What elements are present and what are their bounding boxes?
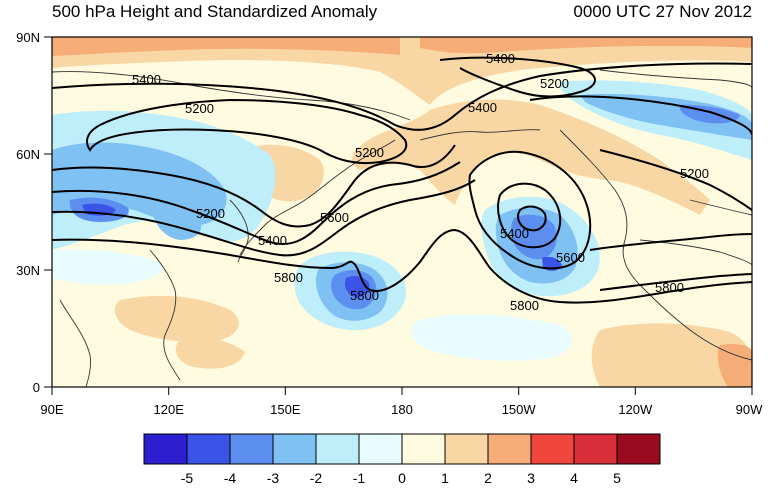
- coast-arctic-na: [599, 69, 752, 89]
- contour-label: 5400: [258, 233, 287, 248]
- contour-label: 5200: [196, 206, 225, 221]
- contour-label: 5800: [655, 280, 684, 295]
- colorbar-box: [574, 434, 617, 464]
- anomaly-south-warm-4: [717, 343, 752, 387]
- anomaly-mild-cool-2: [52, 249, 163, 285]
- lat-label: 30N: [16, 263, 40, 278]
- coast-east-asia: [239, 139, 396, 256]
- contour-5800-east: [599, 273, 752, 291]
- lon-label: 120E: [154, 402, 185, 417]
- contour-label: 5400: [468, 100, 497, 115]
- contour-5200-low2: [517, 205, 547, 232]
- colorbar-label: 3: [527, 470, 535, 486]
- coast-alaska: [419, 129, 541, 141]
- contour-labels: 5400 5200 5200 5200 5400 5600 5800 5800 …: [132, 51, 709, 313]
- contour-5800-south: [52, 228, 752, 304]
- coast-great-lakes: [689, 199, 752, 216]
- contour-label: 5800: [350, 288, 379, 303]
- contour-5200-mid: [52, 144, 456, 228]
- colorbar-label: 1: [441, 470, 449, 486]
- lat-label: 60N: [16, 147, 40, 162]
- contour-5400-mid: [52, 161, 461, 245]
- colorbar-label: -3: [267, 470, 280, 486]
- colorbar-label: 5: [613, 470, 621, 486]
- colorbar-label: -5: [181, 470, 194, 486]
- colorbar-box: [359, 434, 402, 464]
- colorbar-box: [402, 434, 445, 464]
- colorbar-box: [144, 434, 187, 464]
- lon-label: 120W: [618, 402, 653, 417]
- map-title: 500 hPa Height and Standardized Anomaly: [52, 2, 378, 21]
- contour-label: 5200: [680, 166, 709, 181]
- lat-label: 90N: [16, 30, 40, 45]
- colorbar-dividers: [186, 434, 618, 464]
- coast-se-asia: [149, 249, 181, 381]
- lat-label: 0: [33, 380, 40, 395]
- contour-label: 5600: [320, 210, 349, 225]
- coast-arctic-asia: [52, 71, 411, 121]
- coast-india: [59, 299, 91, 387]
- colorbar-label: -2: [310, 470, 323, 486]
- anomaly-polar-strong-east: [420, 37, 752, 54]
- contour-5400-north: [52, 62, 752, 131]
- colorbar-box: [531, 434, 574, 464]
- contour-label: 5800: [274, 270, 303, 285]
- anomaly-south-warm-3: [591, 323, 752, 387]
- colorbar-box: [316, 434, 359, 464]
- valid-time: 0000 UTC 27 Nov 2012: [573, 2, 752, 21]
- contour-5200-ne: [529, 95, 752, 136]
- colorbar-label: -1: [353, 470, 366, 486]
- lon-label: 150E: [270, 402, 301, 417]
- lat-ticks: [44, 36, 52, 388]
- colorbar: -5 -4 -3 -2 -1 0 1 2 3 4 5: [143, 433, 661, 486]
- colorbar-box: [187, 434, 230, 464]
- lon-label: 90W: [736, 402, 763, 417]
- lon-label: 90E: [40, 402, 63, 417]
- lon-label: 150W: [502, 402, 537, 417]
- colorbar-box: [273, 434, 316, 464]
- colorbar-label: 2: [484, 470, 492, 486]
- contour-label: 5400: [132, 72, 161, 87]
- anomaly-south-warm-2: [175, 338, 245, 369]
- contour-5600-low2: [468, 150, 592, 270]
- coastlines: [52, 69, 752, 387]
- anomaly-ridge-warm: [351, 99, 710, 215]
- lon-label: 180: [391, 402, 413, 417]
- contour-label: 5600: [556, 250, 585, 265]
- anomaly-polar-strong: [52, 37, 400, 56]
- contour-5200-west: [86, 98, 408, 165]
- contour-label: 5400: [486, 51, 515, 66]
- contour-5400-ne: [439, 56, 596, 98]
- colorbar-box: [488, 434, 531, 464]
- anomaly-canada-cool2: [580, 94, 752, 140]
- contour-5400-low2: [497, 182, 562, 249]
- colorbar-label: -4: [224, 470, 237, 486]
- height-contours: [52, 56, 752, 304]
- lon-ticks: [51, 387, 753, 395]
- colorbar-label: 4: [570, 470, 578, 486]
- anomaly-polar-warm: [52, 37, 752, 105]
- colorbar-label: 0: [398, 470, 406, 486]
- anomaly-south-warm-1: [114, 295, 239, 342]
- colorbar-box: [445, 434, 488, 464]
- anomaly-mild-cool: [411, 314, 573, 361]
- colorbar-box: [617, 434, 660, 464]
- contour-label: 5800: [510, 298, 539, 313]
- contour-label: 5400: [500, 226, 529, 241]
- coast-west-na: [559, 129, 752, 361]
- contour-5600-mid: [52, 179, 476, 257]
- contour-label: 5200: [355, 145, 384, 160]
- contour-5600-east: [589, 233, 752, 251]
- anomaly-field: [52, 37, 752, 387]
- contour-label: 5200: [540, 76, 569, 91]
- colorbar-box: [230, 434, 273, 464]
- contour-5400-east: [599, 149, 752, 211]
- contour-label: 5200: [185, 101, 214, 116]
